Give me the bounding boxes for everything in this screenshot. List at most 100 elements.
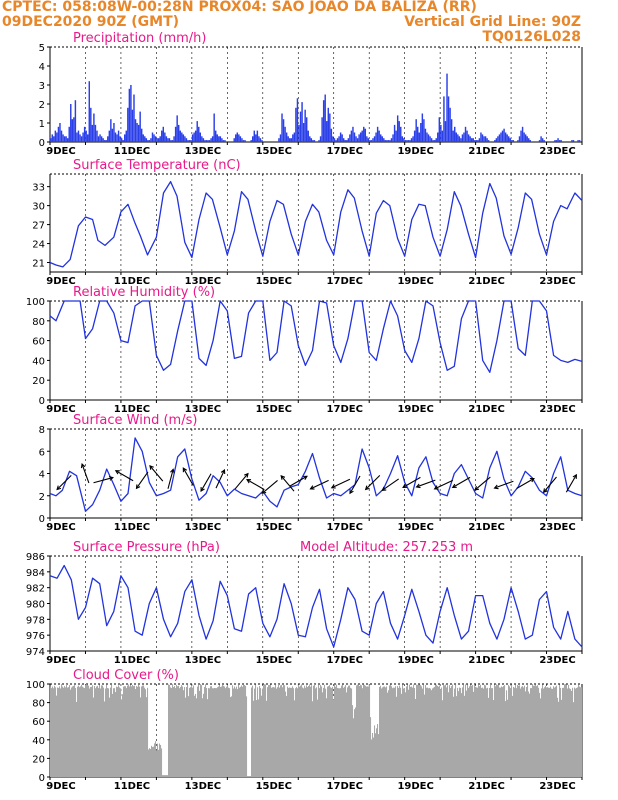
precip-bar <box>443 96 445 142</box>
precip-bar <box>455 132 457 142</box>
panel-0: 9DEC 11DEC 13DEC 15DEC 17DEC 19DEC 21DEC 23DEC 0… <box>39 31 583 157</box>
precip-bar <box>133 94 135 142</box>
precip-bar <box>346 140 348 142</box>
panel-5: 9DEC 11DEC 13DEC 15DEC 17DEC 19DEC 21DEC 23DEC 0… <box>26 668 583 792</box>
cloud-cover-area <box>50 684 583 777</box>
x-tick-label: 11DEC <box>114 781 150 792</box>
precip-bar <box>417 126 419 142</box>
precip-bar <box>156 138 158 142</box>
precip-bar <box>310 138 313 142</box>
precip-bar <box>218 136 220 142</box>
y-tick-label: 40 <box>32 356 45 367</box>
y-tick-label: 2 <box>39 100 45 111</box>
x-tick-label: 21DEC <box>468 522 504 533</box>
precip-bar <box>255 134 257 142</box>
precip-bar <box>432 140 434 142</box>
precip-bar <box>165 136 168 142</box>
precip-bar <box>302 123 305 142</box>
precip-bar <box>378 130 380 142</box>
precip-bar <box>461 134 464 142</box>
x-tick-label: 15DEC <box>256 522 292 533</box>
wind-arrow <box>433 479 453 490</box>
x-tick-label: 9DEC <box>46 404 75 415</box>
y-tick-label: 4 <box>39 62 45 73</box>
precip-bar <box>481 134 484 142</box>
precip-bar <box>321 117 323 142</box>
precip-bar <box>50 138 52 142</box>
precip-bar <box>102 138 104 142</box>
precip-bar <box>122 140 124 142</box>
y-tick-label: 21 <box>32 259 45 270</box>
precip-bar <box>319 136 322 142</box>
precip-bar <box>282 119 285 142</box>
precip-bar <box>187 140 189 142</box>
wind-arrow <box>167 468 175 489</box>
precip-bar <box>383 138 385 142</box>
precip-bar <box>147 140 149 142</box>
precip-bar <box>466 130 468 142</box>
precip-bar <box>386 140 388 142</box>
precip-bar <box>498 134 501 142</box>
precip-bar <box>299 111 302 142</box>
precip-bar <box>142 134 144 142</box>
wind-arrow <box>309 479 329 490</box>
wind-arrow <box>565 473 577 493</box>
precip-bar <box>242 140 245 142</box>
precip-bar <box>504 132 507 142</box>
precip-bar <box>507 136 510 142</box>
precip-bar <box>342 138 345 142</box>
precip-bar <box>114 132 117 142</box>
wind-arrow <box>246 479 265 491</box>
precip-bar <box>190 140 192 142</box>
precip-bar <box>500 132 502 142</box>
precip-bar <box>65 136 67 142</box>
precip-bar <box>467 134 470 142</box>
precip-bar <box>298 124 300 142</box>
precip-bar <box>449 107 451 142</box>
precip-bar <box>517 140 519 142</box>
precip-bar <box>336 138 339 142</box>
precip-bar <box>127 107 129 142</box>
precip-bar <box>244 140 246 142</box>
precip-bar <box>90 107 92 142</box>
precip-bar <box>396 115 399 142</box>
x-tick-label: 15DEC <box>256 146 292 157</box>
precip-bar <box>198 126 200 142</box>
panel-title: Cloud Cover (%) <box>73 668 179 683</box>
x-tick-label: 21DEC <box>468 146 504 157</box>
precip-bar <box>97 136 100 142</box>
precip-bar <box>359 132 362 142</box>
precip-bar <box>571 140 573 142</box>
x-tick-label: 19DEC <box>397 522 433 533</box>
precip-bar <box>56 132 58 142</box>
precip-bar <box>301 102 303 142</box>
y-tick-label: 100 <box>26 680 45 691</box>
precip-bar <box>185 138 188 142</box>
panel-title: Surface Wind (m/s) <box>73 413 197 428</box>
precip-bar <box>219 136 222 142</box>
precip-bar <box>161 130 163 142</box>
x-tick-label: 13DEC <box>185 146 221 157</box>
precip-bar <box>256 130 259 142</box>
precip-bar <box>578 140 581 142</box>
wind-arrow <box>289 475 308 487</box>
precip-bar <box>470 138 473 142</box>
x-tick-label: 19DEC <box>397 276 433 287</box>
y-tick-label: 8 <box>39 425 45 436</box>
precip-bar <box>136 123 138 142</box>
precip-bar <box>332 136 334 142</box>
precip-bar <box>54 130 57 142</box>
precip-bar <box>458 136 461 142</box>
series-line <box>49 300 583 373</box>
precip-bar <box>222 140 225 142</box>
y-tick-label: 40 <box>32 736 45 747</box>
y-tick-label: 0 <box>39 396 45 407</box>
header-grid-line: Vertical Grid Line: 90Z <box>404 14 581 30</box>
panel-2: 9DEC 11DEC 13DEC 15DEC 17DEC 19DEC 21DEC 23DEC 0… <box>26 285 583 415</box>
x-tick-label: 17DEC <box>327 781 363 792</box>
wind-arrow <box>364 474 381 491</box>
precip-bar <box>259 138 262 142</box>
x-tick-label: 15DEC <box>256 655 292 666</box>
x-tick-label: 23DEC <box>539 276 575 287</box>
